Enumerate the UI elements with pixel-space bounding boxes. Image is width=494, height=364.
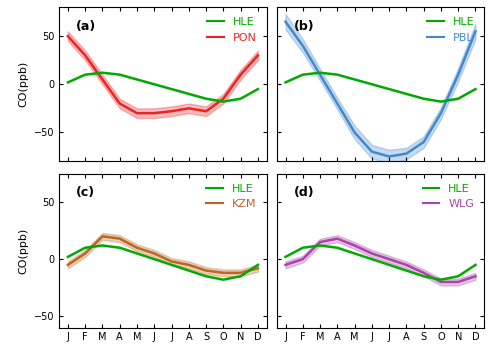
Y-axis label: CO(ppb): CO(ppb): [18, 61, 28, 107]
Text: (c): (c): [76, 186, 95, 199]
Legend: HLE, WLG: HLE, WLG: [418, 179, 479, 214]
Text: (d): (d): [293, 186, 314, 199]
Y-axis label: CO(ppb): CO(ppb): [18, 228, 28, 274]
Text: (b): (b): [293, 20, 314, 33]
Legend: HLE, KZM: HLE, KZM: [202, 179, 261, 214]
Legend: HLE, PON: HLE, PON: [203, 13, 261, 47]
Text: (a): (a): [76, 20, 96, 33]
Legend: HLE, PBL: HLE, PBL: [422, 13, 479, 47]
